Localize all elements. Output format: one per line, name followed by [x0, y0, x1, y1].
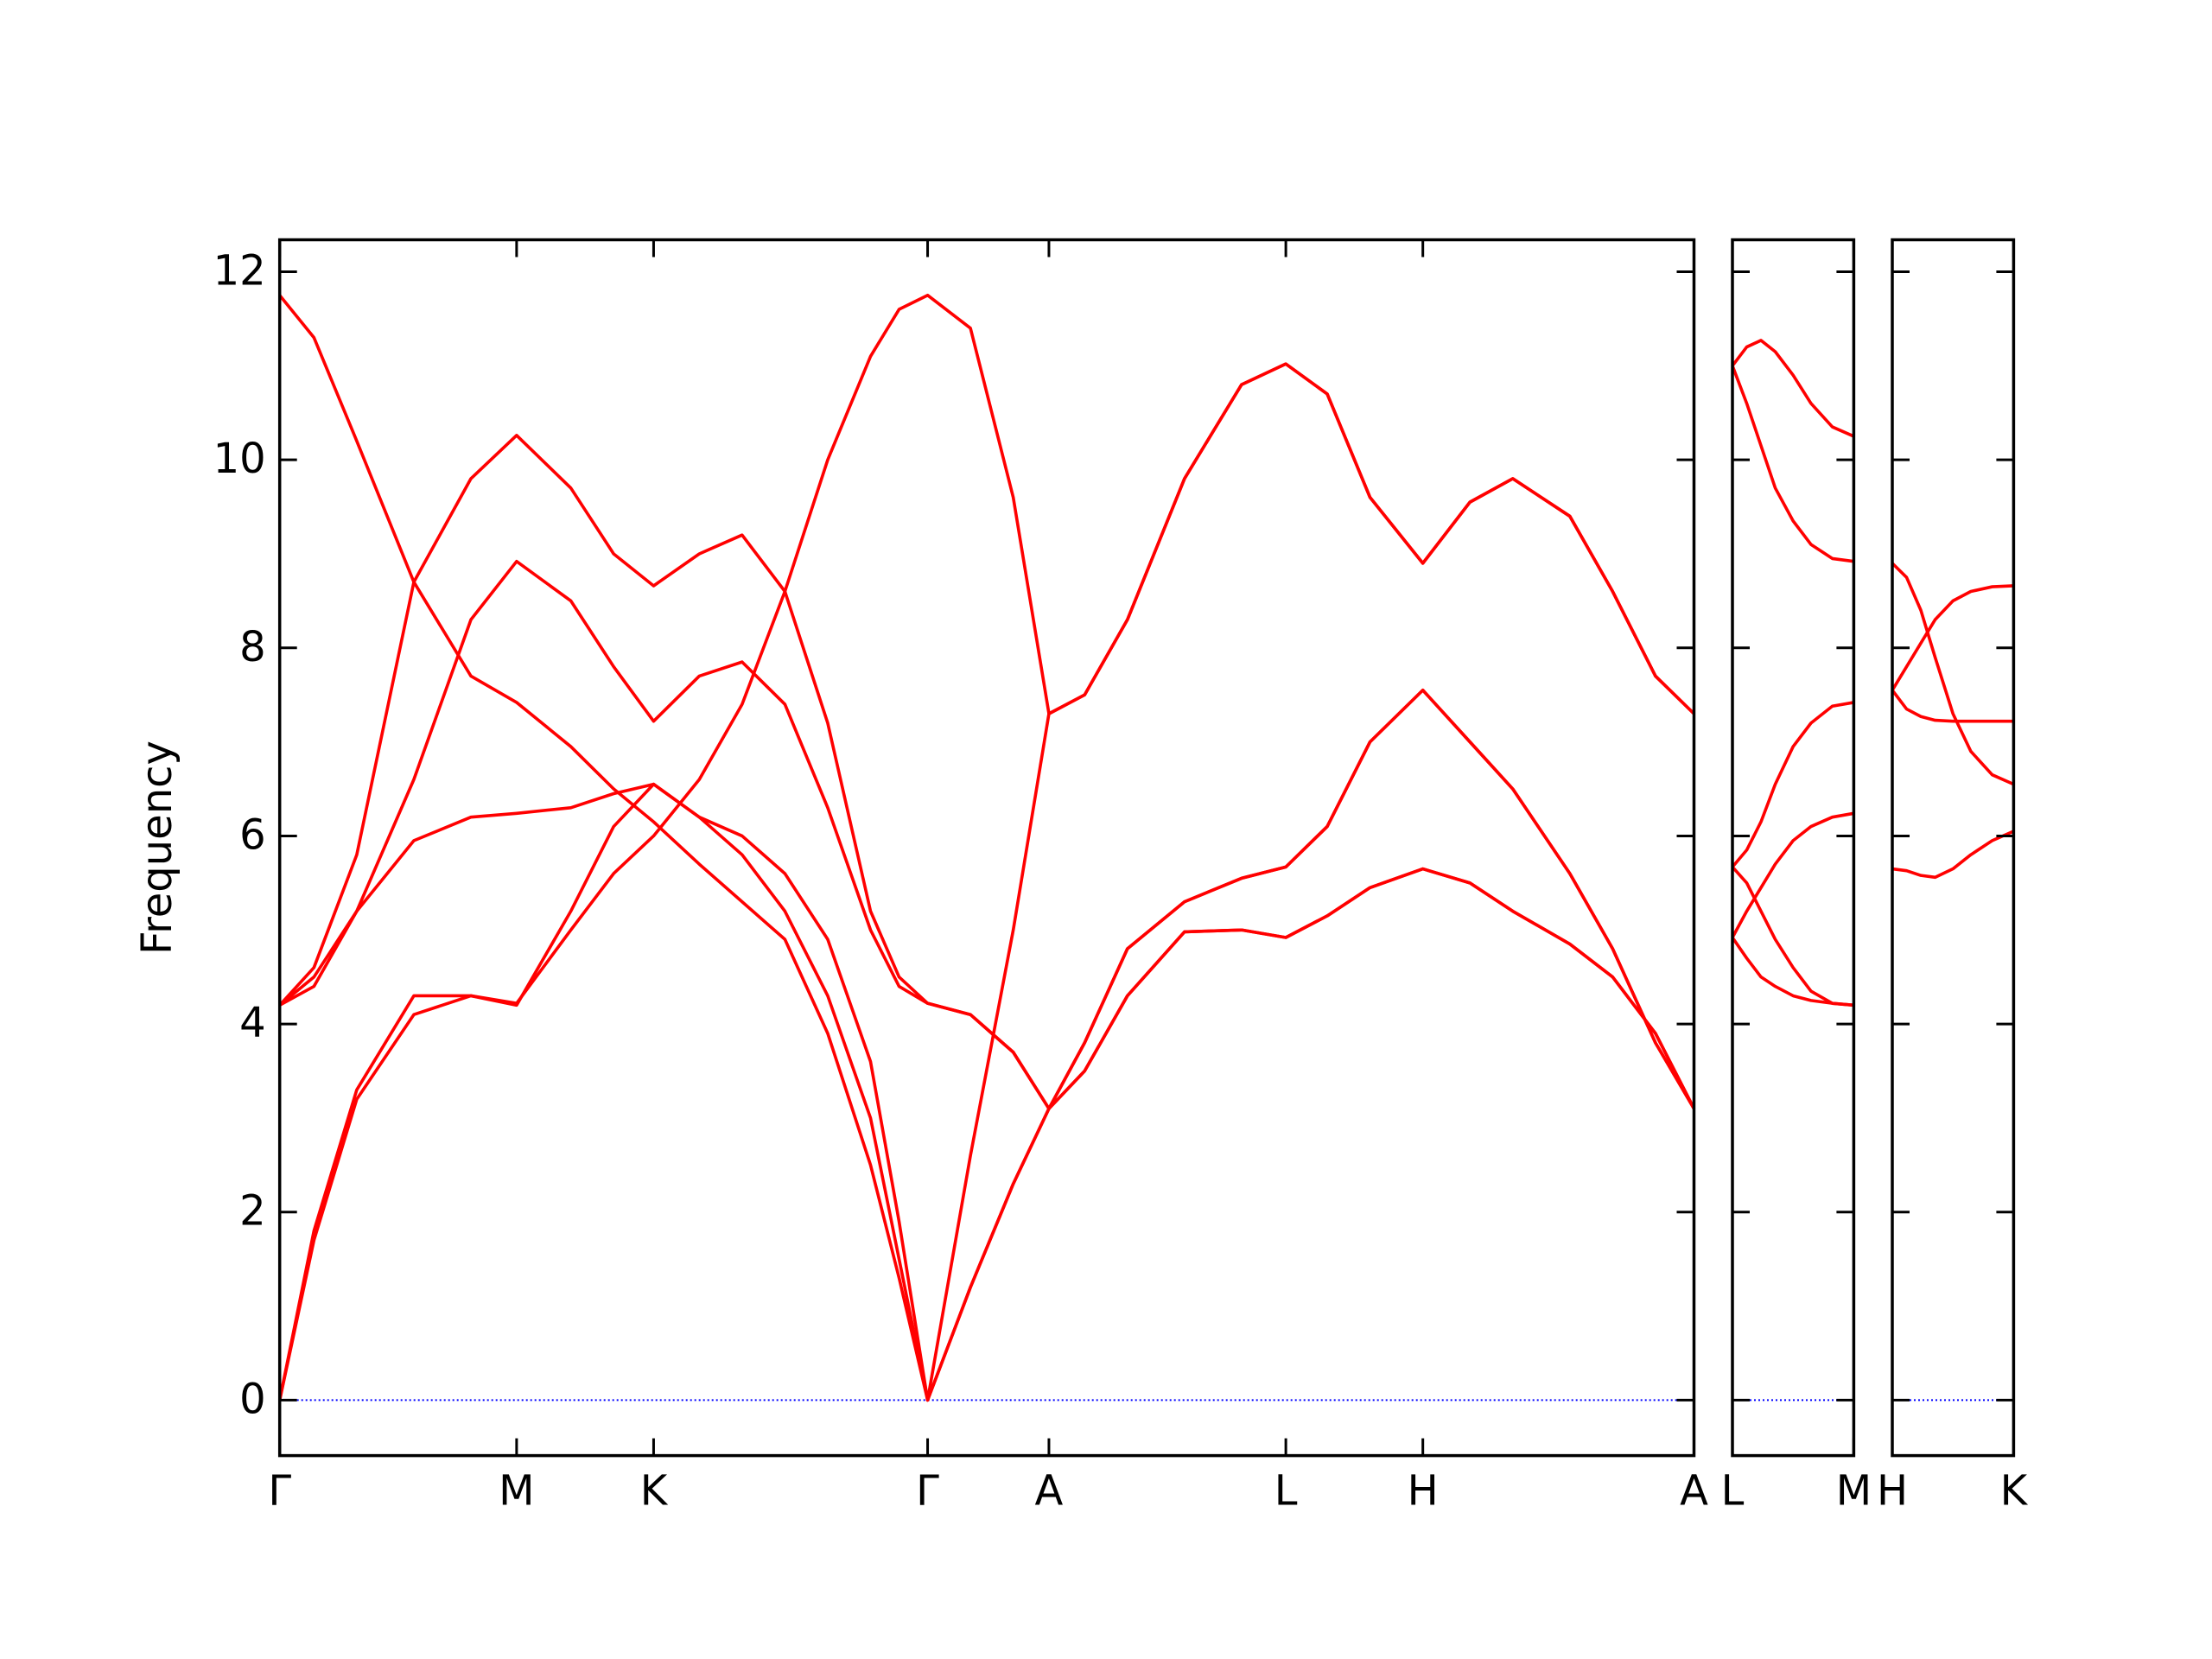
- band-line: [1731, 936, 1854, 1007]
- x-tick-label: H: [1877, 1467, 1908, 1516]
- y-tick-label: 2: [239, 1187, 266, 1236]
- band-line: [277, 782, 1696, 1402]
- x-tick-label: H: [1408, 1467, 1439, 1516]
- x-tick-label: M: [499, 1467, 534, 1516]
- y-tick-label: 12: [213, 247, 266, 296]
- band-line: [1891, 830, 2015, 880]
- band-line: [1731, 866, 1854, 1007]
- x-tick-label: L: [1721, 1467, 1745, 1516]
- x-tick-label: Γ: [916, 1467, 939, 1516]
- band-line: [1891, 584, 2014, 691]
- band-line: [278, 559, 1696, 1110]
- band-line: [1891, 562, 2015, 786]
- x-tick-label: K: [640, 1467, 669, 1516]
- band-line: [1731, 811, 1854, 938]
- plot-frame: [1731, 238, 1856, 1458]
- plot-frame: [1891, 238, 2016, 1458]
- y-axis-label: Frequency: [133, 741, 181, 955]
- y-tick-label: 6: [239, 810, 266, 859]
- x-tick-label: M: [1836, 1467, 1872, 1516]
- band-line: [278, 688, 1696, 1402]
- band-line: [1731, 701, 1854, 868]
- band-line: [277, 293, 1695, 1401]
- band-line: [1891, 689, 2014, 723]
- x-tick-label: Γ: [268, 1467, 291, 1516]
- x-tick-label: K: [2000, 1467, 2029, 1516]
- y-tick-label: 10: [213, 435, 266, 483]
- y-tick-label: 4: [239, 999, 266, 1047]
- band-line: [1731, 365, 1854, 563]
- band-line: [278, 294, 1695, 1402]
- band-line: [278, 434, 1696, 1110]
- plot-frame: [277, 238, 1696, 1458]
- x-tick-label: L: [1274, 1467, 1298, 1516]
- y-tick-label: 8: [239, 623, 266, 671]
- x-tick-label: A: [1035, 1467, 1064, 1516]
- x-tick-label: A: [1680, 1467, 1708, 1516]
- band-line: [1731, 339, 1855, 438]
- y-tick-label: 0: [239, 1375, 266, 1423]
